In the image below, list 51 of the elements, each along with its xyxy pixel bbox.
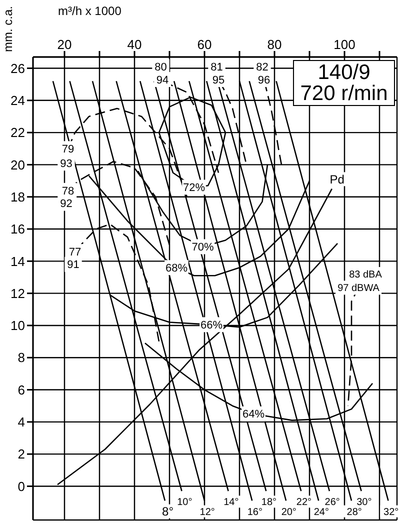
annotation: 80: [154, 61, 167, 74]
y-tick-label: 6: [18, 382, 25, 398]
annotation: 82: [256, 61, 268, 74]
annotation: 95: [212, 74, 225, 86]
annotation: 94: [156, 74, 169, 86]
y-tick-label: 4: [18, 414, 25, 430]
y-tick-label: 18: [10, 189, 25, 204]
series-label: 10°: [177, 497, 192, 508]
y-tick-label: 14: [10, 254, 25, 269]
series-label: 14°: [224, 497, 239, 508]
y-tick-label: 26: [10, 60, 25, 76]
x-tick-label: 60: [197, 37, 212, 52]
x-tick-label: 40: [127, 37, 142, 52]
annotation: 96: [258, 74, 270, 86]
series-label: 8°: [162, 504, 174, 519]
y-tick-label: 24: [10, 93, 25, 108]
annotation: 720 r/min: [300, 82, 388, 105]
annotation: 77: [68, 246, 82, 258]
annotation: 79: [62, 143, 74, 156]
series-label: 30°: [356, 497, 372, 508]
y-tick-label: 20: [10, 157, 25, 172]
y-tick-label: 8: [18, 350, 25, 366]
series-label: 20°: [281, 506, 296, 518]
y-tick-label: 10: [10, 318, 25, 334]
x-axis-title: m³/h x 1000: [58, 4, 122, 18]
series-label: 12°: [200, 506, 215, 518]
y-tick-label: 22: [10, 125, 25, 140]
x-tick-label: 20: [57, 37, 72, 52]
series-label: 16°: [247, 506, 262, 518]
annotation: 91: [67, 259, 80, 272]
series-label: 32°: [384, 506, 399, 518]
series-label: 28°: [346, 506, 362, 518]
series-label: 22°: [296, 497, 312, 508]
annotation: 93: [60, 158, 72, 170]
series-label: 18°: [261, 497, 277, 508]
annotation: 140/9: [318, 61, 370, 84]
y-tick-label: 16: [10, 222, 25, 237]
y-axis-title: mm. c.a.: [1, 6, 15, 52]
annotation: 97 dBWA: [338, 283, 380, 294]
y-tick-label: 12: [10, 286, 25, 301]
y-tick-label: 0: [18, 478, 25, 494]
annotation: 83 dBA: [349, 270, 382, 281]
annotation: 81: [210, 61, 223, 74]
annotation: 78: [62, 185, 74, 198]
series-label: 24°: [314, 506, 329, 518]
x-tick-label: 100: [334, 37, 356, 52]
series-label: Pd: [330, 172, 344, 186]
series-label: 26°: [324, 497, 340, 508]
annotation: 92: [60, 198, 72, 210]
x-tick-label: 80: [267, 37, 282, 52]
y-tick-label: 2: [18, 446, 25, 462]
